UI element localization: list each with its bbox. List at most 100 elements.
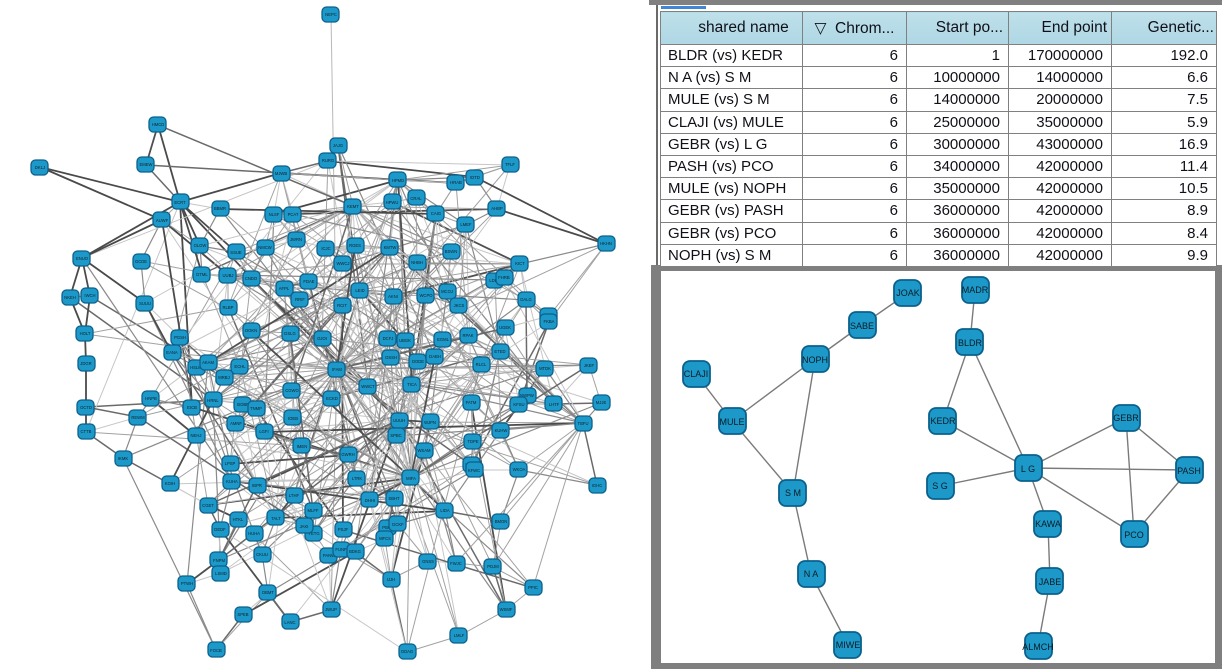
svg-text:SBHT: SBHT: [388, 496, 400, 501]
svg-text:BSWN: BSWN: [445, 249, 458, 254]
svg-text:HRNL: HRNL: [207, 398, 219, 403]
svg-text:SPBC: SPBC: [390, 433, 401, 438]
svg-text:RLBP: RLBP: [223, 305, 234, 310]
svg-text:LTHF: LTHF: [289, 493, 300, 498]
svg-text:GNSS: GNSS: [422, 559, 434, 564]
svg-text:DCFJ: DCFJ: [383, 336, 394, 341]
svg-text:NWPW: NWPW: [520, 393, 534, 398]
svg-text:TETG: TETG: [308, 531, 319, 536]
svg-text:PBCB: PBCB: [382, 525, 394, 530]
svg-text:FHRB: FHRB: [498, 275, 510, 280]
svg-text:IFAM: IFAM: [332, 367, 342, 372]
svg-text:PTWH: PTWH: [181, 581, 193, 586]
svg-text:PCO: PCO: [1124, 530, 1144, 540]
svg-text:HPWU: HPWU: [386, 200, 399, 205]
svg-text:KOIH: KOIH: [165, 481, 175, 486]
svg-text:RPAK: RPAK: [462, 333, 473, 338]
svg-text:LMLF: LMLF: [454, 633, 465, 638]
svg-text:L G: L G: [1021, 464, 1035, 474]
svg-text:SPEB: SPEB: [237, 612, 248, 617]
svg-text:CGET: CGET: [202, 503, 214, 508]
svg-text:DHHI: DHHI: [365, 498, 375, 503]
svg-text:DABH: DABH: [429, 354, 441, 359]
svg-text:WSAM: WSAM: [417, 448, 431, 453]
svg-text:OCTD: OCTD: [80, 405, 92, 410]
svg-text:AHBP: AHBP: [491, 206, 503, 211]
svg-text:MFCS: MFCS: [379, 536, 391, 541]
svg-text:SSUE: SSUE: [230, 250, 242, 255]
svg-text:IWCH: IWCH: [84, 293, 95, 298]
svg-text:EGML: EGML: [437, 337, 450, 342]
svg-text:JKCS: JKCS: [454, 303, 465, 308]
svg-text:TBFU: TBFU: [578, 421, 589, 426]
svg-text:GCDE: GCDE: [135, 259, 147, 264]
svg-text:CAIG: CAIG: [431, 211, 441, 216]
svg-text:KUHA: KUHA: [226, 479, 238, 484]
svg-text:TALT: TALT: [271, 516, 281, 521]
svg-text:ALMCH: ALMCH: [1022, 642, 1054, 652]
svg-text:LMEF: LMEF: [460, 222, 472, 227]
svg-text:REWM: REWM: [131, 415, 145, 420]
svg-text:HSLW: HSLW: [190, 365, 202, 370]
svg-text:FKBA: FKBA: [544, 319, 555, 324]
svg-text:UBGK: UBGK: [399, 338, 411, 343]
svg-text:BDKG: BDKG: [349, 549, 361, 554]
svg-text:PASH: PASH: [1177, 466, 1201, 476]
svg-text:JAJG: JAJG: [333, 143, 343, 148]
svg-text:AKNI: AKNI: [388, 294, 398, 299]
svg-text:MCOJ: MCOJ: [441, 289, 453, 294]
svg-text:RLCL: RLCL: [476, 362, 487, 367]
svg-text:RRIF: RRIF: [295, 297, 305, 302]
svg-text:RURG: RURG: [322, 158, 334, 163]
svg-text:S G: S G: [932, 481, 948, 491]
svg-text:WCPO: WCPO: [419, 293, 433, 298]
svg-text:CLAJI: CLAJI: [684, 369, 709, 379]
svg-text:LEID: LEID: [355, 288, 364, 293]
svg-text:EICB: EICB: [187, 405, 197, 410]
svg-text:ECRT: ECRT: [174, 200, 186, 205]
svg-text:MRBJ: MRBJ: [218, 375, 229, 380]
svg-text:EANA: EANA: [166, 350, 178, 355]
svg-text:LDRB: LDRB: [489, 278, 500, 283]
svg-text:OLGW: OLGW: [194, 243, 207, 248]
svg-text:JABE: JABE: [1039, 577, 1062, 587]
svg-text:DODE: DODE: [412, 359, 424, 364]
svg-text:HMCD: HMCD: [152, 122, 165, 127]
svg-text:GDAG: GDAG: [401, 649, 413, 654]
svg-text:MULE: MULE: [719, 417, 744, 427]
svg-text:NEPC: NEPC: [325, 12, 337, 17]
svg-text:TFLF: TFLF: [505, 162, 515, 167]
svg-text:HUHA: HUHA: [248, 531, 260, 536]
svg-text:MJWB: MJWB: [275, 171, 288, 176]
svg-text:HPMD: HPMD: [392, 178, 404, 183]
svg-text:NKEH: NKEH: [64, 295, 76, 300]
svg-text:KFSU: KFSU: [513, 402, 524, 407]
svg-text:DEDF: DEDF: [214, 527, 226, 532]
svg-text:PCAT: PCAT: [288, 212, 299, 217]
svg-text:CRAL: CRAL: [410, 196, 422, 201]
svg-text:UUUH: UUUH: [393, 418, 405, 423]
svg-text:PDJM: PDJM: [487, 564, 499, 569]
svg-text:FWJC: FWJC: [450, 561, 462, 566]
svg-text:GEBR: GEBR: [1113, 413, 1139, 423]
svg-text:EMEW: EMEW: [139, 162, 152, 167]
svg-text:NEHJ: NEHJ: [191, 433, 202, 438]
svg-text:KUHW: KUHW: [495, 428, 508, 433]
svg-text:PPIC: PPIC: [528, 585, 538, 590]
svg-text:WSMF: WSMF: [500, 607, 513, 612]
svg-text:ETED: ETED: [494, 349, 505, 354]
svg-text:IJJH: IJJH: [387, 577, 395, 582]
svg-text:LTRK: LTRK: [352, 476, 363, 481]
svg-text:FOCB: FOCB: [210, 648, 222, 653]
svg-text:FUNF: FUNF: [335, 547, 347, 552]
svg-text:BBMR: BBMR: [214, 206, 226, 211]
svg-text:OJOI: OJOI: [317, 336, 327, 341]
svg-text:DCKF: DCKF: [392, 522, 404, 527]
svg-text:LIDA: LIDA: [440, 508, 450, 513]
svg-text:CGWO: CGWO: [285, 388, 299, 393]
svg-text:PSJF: PSJF: [338, 527, 349, 532]
svg-text:KAWA: KAWA: [1035, 519, 1061, 529]
svg-text:LPSP: LPSP: [225, 461, 236, 466]
svg-text:CNDO: CNDO: [245, 276, 258, 281]
svg-text:HNPB: HNPB: [145, 396, 157, 401]
